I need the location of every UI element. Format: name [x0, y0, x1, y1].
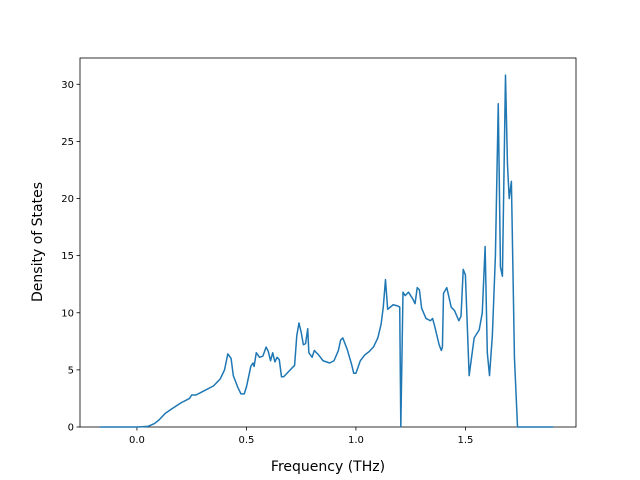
y-tick-label: 25: [61, 137, 74, 148]
y-tick-label: 30: [61, 80, 74, 91]
y-tick-label: 0: [68, 423, 74, 434]
y-tick-label: 20: [61, 194, 74, 205]
y-tick-label: 5: [68, 365, 74, 376]
x-tick-label: 1.5: [457, 435, 473, 446]
x-tick-label: 0.5: [238, 435, 254, 446]
y-tick-label: 15: [61, 251, 74, 262]
x-tick-label: 1.0: [348, 435, 364, 446]
x-axis-label: Frequency (THz): [271, 459, 385, 475]
y-tick-label: 10: [61, 308, 74, 319]
x-tick-label: 0.0: [129, 435, 145, 446]
plot-frame: [79, 57, 577, 428]
y-axis-label: Density of States: [30, 182, 46, 302]
dos-line: [99, 74, 554, 428]
